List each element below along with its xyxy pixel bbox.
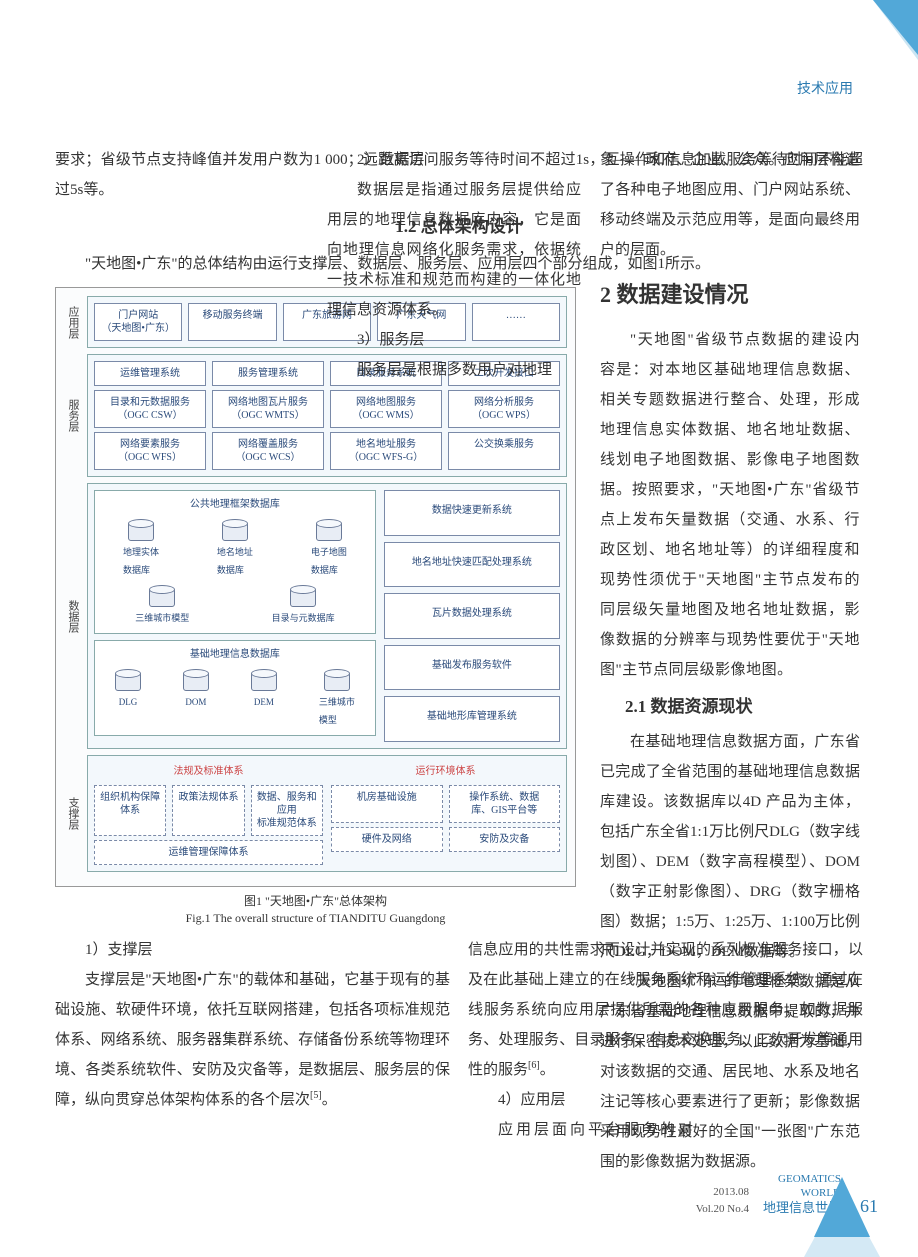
db-cylinder: 三维城市模型 xyxy=(135,585,189,627)
diagram-box: 机房基础设施 xyxy=(331,785,443,823)
diagram-box: 移动服务终端 xyxy=(188,303,276,341)
diagram-box: 网络地图服务（OGC WMS） xyxy=(330,390,442,428)
bottom-col-left: 1）支撑层 支撑层是"天地图•广东"的载体和基础，它基于现有的基础设施、软硬件环… xyxy=(55,935,450,1145)
heading-2: 2 数据建设情况 xyxy=(600,273,860,317)
section-tag: 技术应用 xyxy=(797,78,853,98)
db-group-title: 基础地理信息数据库 xyxy=(101,645,369,665)
db-cylinder: 电子地图数据库 xyxy=(311,519,347,579)
heading-2-1: 2.1 数据资源现状 xyxy=(625,690,860,724)
db-cylinder: 地名地址数据库 xyxy=(217,519,253,579)
diagram-box: 网络分析服务（OGC WPS） xyxy=(448,390,560,428)
system-box: 瓦片数据处理系统 xyxy=(384,593,560,639)
db-cylinder: DLG xyxy=(115,669,141,729)
corner-decoration-top xyxy=(873,0,918,55)
diagram-box: 组织机构保障体系 xyxy=(94,785,166,836)
diagram-box: 网络覆盖服务（OGC WCS） xyxy=(212,432,324,470)
corner-decoration-bottom xyxy=(814,1177,870,1237)
diagram-box: 硬件及网络 xyxy=(331,827,443,852)
column-2-top: 2）数据层 数据层是指通过服务层提供给应用层的地理信息数据库内容，它是面向地理信… xyxy=(327,145,581,385)
para: 服务层是根据多数用户对地理 xyxy=(327,355,581,385)
db-cylinder: 三维城市模型 xyxy=(319,669,355,729)
diagram-box: 数据、服务和应用标准规范体系 xyxy=(251,785,323,836)
para: 在基础地理信息数据方面，广东省已完成了全省范围的基础地理信息数据库建设。该数据库… xyxy=(600,727,860,967)
support-subtitle: 运行环境体系 xyxy=(331,762,560,782)
support-subtitle: 法规及标准体系 xyxy=(94,762,323,782)
para: "天地图"省级节点数据的建设内容是：对本地区基础地理信息数据、相关专题数据进行整… xyxy=(600,325,860,685)
diagram-box: 操作系统、数据库、GIS平台等 xyxy=(449,785,561,823)
diagram-box: 政策法规体系 xyxy=(172,785,244,836)
para: 象——政府、企业、公众。应用层构造了各种电子地图应用、门户网站系统、移动终端及示… xyxy=(600,145,860,265)
system-box: 数据快速更新系统 xyxy=(384,490,560,536)
ref: [5] xyxy=(310,1090,322,1101)
db-group-title: 公共地理框架数据库 xyxy=(101,495,369,515)
db-cylinder: DOM xyxy=(183,669,209,729)
column-3: 象——政府、企业、公众。应用层构造了各种电子地图应用、门户网站系统、移动终端及示… xyxy=(600,145,860,1177)
para: 支撑层是"天地图•广东"的载体和基础，它基于现有的基础设施、软硬件环境，依托互联… xyxy=(55,965,450,1115)
db-cylinder: 目录与元数据库 xyxy=(272,585,335,627)
diagram-box: 运维管理系统 xyxy=(94,361,206,386)
para: "天地图•广东"的地理框架数据是从广东省基础地理信息数据中提取的，并进行保密技术… xyxy=(600,967,860,1177)
db-cylinder: 地理实体数据库 xyxy=(123,519,159,579)
diagram-box: 网络要素服务（OGC WFS） xyxy=(94,432,206,470)
footer-date: 2013.08 Vol.20 No.4 xyxy=(696,1184,749,1217)
system-box: 基础地形库管理系统 xyxy=(384,696,560,742)
para: 数据层是指通过服务层提供给应用层的地理信息数据库内容，它是面向地理信息网络化服务… xyxy=(327,175,581,325)
layer-label-support: 支撑层 xyxy=(64,755,82,872)
para: 1）支撑层 xyxy=(55,935,450,965)
diagram-box: 网络地图瓦片服务（OGC WMTS） xyxy=(212,390,324,428)
diagram-box: 门户网站（天地图•广东） xyxy=(94,303,182,341)
para: 3）服务层 xyxy=(327,325,581,355)
db-cylinder: DEM xyxy=(251,669,277,729)
layer-label-data: 数据层 xyxy=(64,483,82,749)
diagram-box: 目录和元数据服务（OGC CSW） xyxy=(94,390,206,428)
diagram-box: 安防及灾备 xyxy=(449,827,561,852)
layer-label-app: 应用层 xyxy=(64,296,82,348)
diagram-box: 服务管理系统 xyxy=(212,361,324,386)
ref: [6] xyxy=(528,1060,540,1071)
para: 2）数据层 xyxy=(327,145,581,175)
layer-label-service: 服务层 xyxy=(64,354,82,477)
system-box: 基础发布服务软件 xyxy=(384,645,560,691)
diagram-box: 公交换乘服务 xyxy=(448,432,560,470)
figure-caption: 图1 "天地图•广东"总体架构 Fig.1 The overall struct… xyxy=(55,893,576,927)
diagram-box: 地名地址服务（OGC WFS-G） xyxy=(330,432,442,470)
diagram-box: 运维管理保障体系 xyxy=(94,840,323,865)
system-box: 地名地址快速匹配处理系统 xyxy=(384,542,560,588)
